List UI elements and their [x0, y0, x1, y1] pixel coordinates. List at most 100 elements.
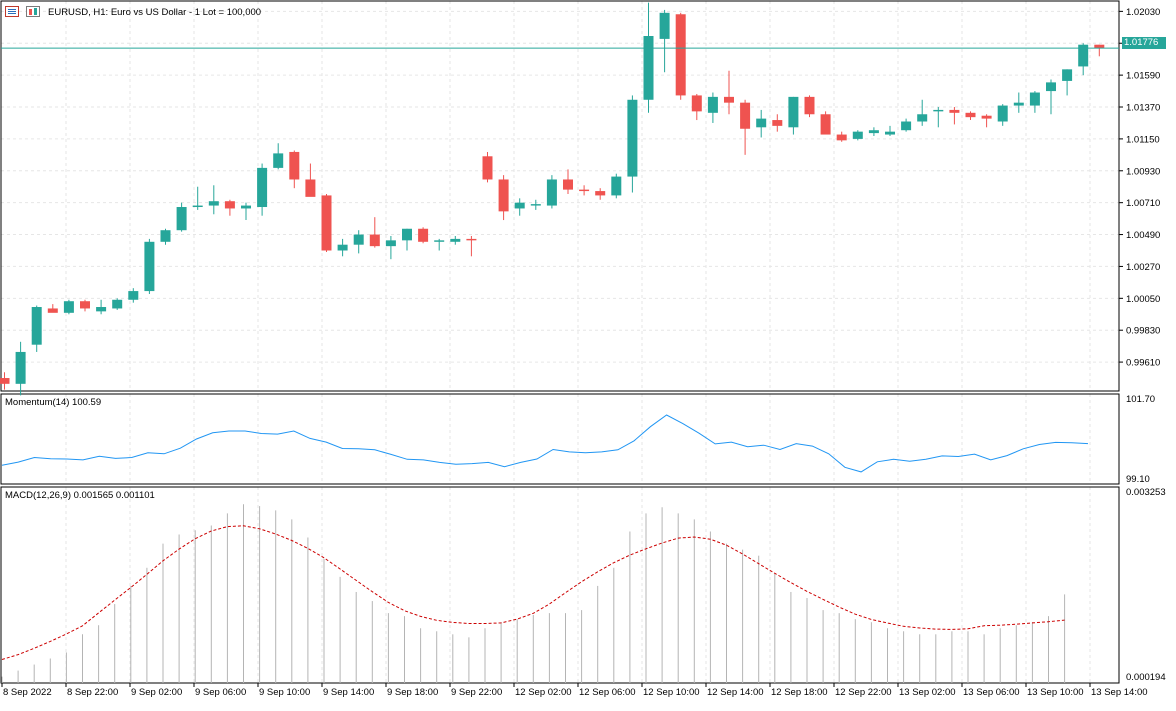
candle-body	[804, 96, 815, 115]
candle	[63, 299, 74, 315]
candle-body	[144, 241, 155, 292]
candle-body	[1094, 44, 1105, 49]
candle	[1046, 79, 1056, 115]
candle	[241, 202, 251, 221]
candle-body	[257, 167, 268, 208]
price-tick-label: 0.99830	[1126, 326, 1160, 337]
candle	[643, 2, 654, 113]
candle-body	[224, 201, 235, 209]
candle-body	[96, 307, 107, 312]
candle	[579, 185, 590, 196]
candle-body	[997, 105, 1008, 122]
candle-body	[949, 109, 960, 113]
candle-body	[788, 96, 799, 128]
candle	[981, 114, 992, 128]
candle	[707, 92, 718, 123]
candle	[917, 99, 928, 126]
candle-body	[1078, 44, 1089, 67]
candle	[659, 9, 670, 73]
time-tick-label: 8 Sep 22:00	[67, 687, 118, 698]
momentum-panel-title: Momentum(14) 100.59	[5, 397, 101, 408]
candle	[192, 186, 203, 210]
price-tick-label: 1.00710	[1126, 198, 1160, 209]
candle-body	[595, 191, 606, 196]
candle-body	[836, 134, 847, 141]
candle	[852, 130, 863, 141]
time-tick-label: 9 Sep 14:00	[323, 687, 374, 698]
candle-body	[611, 176, 622, 196]
macd-histogram	[1, 504, 1066, 683]
candle-body	[402, 228, 412, 241]
candle	[740, 99, 751, 155]
candle-body	[385, 240, 396, 247]
candle-body	[772, 120, 783, 126]
candle-body	[579, 189, 590, 192]
candle-body	[353, 234, 364, 245]
time-tick-label: 12 Sep 22:00	[835, 687, 892, 698]
candle	[1013, 92, 1024, 113]
momentum-axis-high: 101.70	[1126, 394, 1155, 405]
chart-title: EURUSD, H1: Euro vs US Dollar - 1 Lot = …	[48, 7, 261, 18]
candle-body	[917, 114, 928, 122]
candle-body	[885, 131, 895, 135]
candle-body	[128, 291, 139, 300]
candle-body	[563, 179, 573, 190]
price-panel-frame	[0, 0, 1120, 392]
candle-body	[675, 14, 686, 96]
time-tick-label: 12 Sep 02:00	[515, 687, 572, 698]
price-tick-label: 1.00270	[1126, 262, 1160, 273]
candle	[611, 173, 622, 199]
time-tick-label: 9 Sep 02:00	[131, 687, 182, 698]
candle	[933, 107, 944, 128]
candle-body	[1013, 102, 1024, 106]
candle	[885, 125, 895, 136]
candle	[836, 131, 847, 142]
candle	[418, 227, 429, 244]
candle-body	[901, 121, 912, 131]
price-tick-label: 1.01590	[1126, 71, 1160, 82]
time-tick-label: 12 Sep 06:00	[579, 687, 636, 698]
chart-list-icon[interactable]	[5, 6, 19, 17]
candle	[80, 299, 90, 312]
candle-body	[643, 36, 654, 100]
candle-body	[852, 131, 863, 139]
price-tick-label: 1.01370	[1126, 103, 1160, 114]
candle	[756, 109, 767, 138]
candle	[450, 236, 461, 245]
candle	[305, 163, 316, 197]
time-tick-label: 13 Sep 02:00	[899, 687, 956, 698]
time-tick-label: 13 Sep 14:00	[1091, 687, 1148, 698]
macd-signal-line	[1, 525, 1065, 660]
candle	[0, 372, 10, 390]
candles-layer	[0, 2, 1105, 396]
candle	[1029, 91, 1040, 113]
candle	[434, 238, 445, 251]
candle	[901, 118, 912, 132]
candle	[965, 111, 976, 121]
time-tick-label: 13 Sep 06:00	[963, 687, 1020, 698]
candle	[482, 151, 493, 183]
candle	[530, 199, 541, 210]
candle-type-icon[interactable]	[26, 6, 40, 17]
candle-body	[176, 207, 187, 231]
candle-body	[337, 244, 348, 251]
candle-body	[1029, 92, 1040, 106]
candle-body	[31, 307, 42, 345]
candle	[1094, 44, 1105, 57]
candle	[289, 150, 300, 189]
candle	[949, 107, 960, 125]
candle	[257, 163, 268, 216]
candle	[176, 202, 187, 232]
candle	[788, 96, 799, 135]
candle-body	[0, 378, 10, 384]
candle-body	[63, 301, 74, 313]
candle-body	[192, 205, 203, 208]
macd-axis-low: 0.000194	[1126, 672, 1166, 683]
candle	[820, 111, 831, 135]
candle-body	[434, 240, 445, 242]
price-tick-label: 1.00050	[1126, 294, 1160, 305]
momentum-panel-frame	[0, 393, 1120, 485]
candle	[353, 230, 364, 254]
